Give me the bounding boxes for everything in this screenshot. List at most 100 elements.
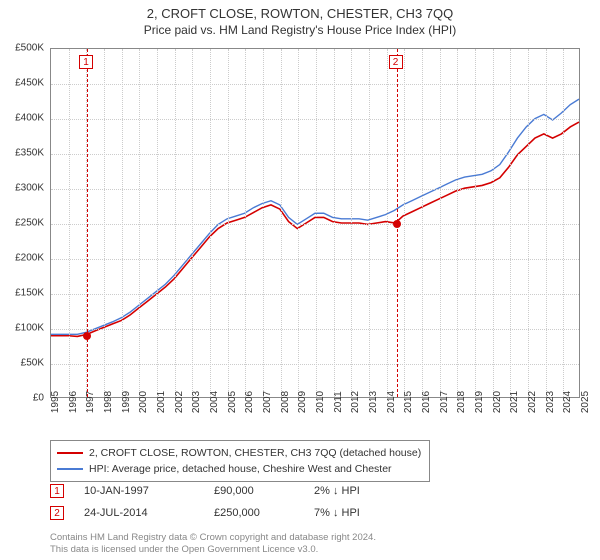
x-axis-label: 1996: [68, 391, 79, 413]
gridline-vertical: [404, 49, 405, 397]
x-axis-label: 2023: [545, 391, 556, 413]
x-axis-label: 2024: [562, 391, 573, 413]
x-axis-label: 2003: [191, 391, 202, 413]
sale-row-number: 2: [50, 506, 64, 520]
sale-marker-dot: [393, 220, 401, 228]
gridline-vertical: [210, 49, 211, 397]
gridline-horizontal: [51, 259, 579, 260]
plot-region: 12: [50, 48, 580, 398]
x-axis-label: 2017: [439, 391, 450, 413]
x-axis-label: 1995: [50, 391, 61, 413]
x-axis-label: 2005: [227, 391, 238, 413]
x-axis-label: 2000: [138, 391, 149, 413]
x-axis-label: 2012: [350, 391, 361, 413]
x-axis-label: 2016: [421, 391, 432, 413]
sale-row-number: 1: [50, 484, 64, 498]
footer-attribution: Contains HM Land Registry data © Crown c…: [50, 532, 376, 556]
x-axis-label: 2004: [209, 391, 220, 413]
x-axis-label: 2018: [456, 391, 467, 413]
gridline-vertical: [546, 49, 547, 397]
sale-marker-dot: [83, 332, 91, 340]
gridline-vertical: [510, 49, 511, 397]
sale-marker-number: 1: [79, 55, 93, 69]
gridline-vertical: [139, 49, 140, 397]
x-axis-label: 2002: [174, 391, 185, 413]
gridline-vertical: [440, 49, 441, 397]
gridline-vertical: [228, 49, 229, 397]
y-axis-label: £300K: [15, 183, 44, 194]
legend-label: 2, CROFT CLOSE, ROWTON, CHESTER, CH3 7QQ…: [89, 447, 421, 459]
gridline-vertical: [475, 49, 476, 397]
gridline-horizontal: [51, 154, 579, 155]
sale-row: 110-JAN-1997£90,0002% ↓ HPI: [50, 484, 570, 498]
legend-swatch: [57, 468, 83, 470]
gridline-horizontal: [51, 224, 579, 225]
gridline-vertical: [175, 49, 176, 397]
x-axis-label: 2021: [509, 391, 520, 413]
gridline-vertical: [69, 49, 70, 397]
footer-line-1: Contains HM Land Registry data © Crown c…: [50, 532, 376, 544]
sale-price: £90,000: [214, 485, 314, 497]
gridline-vertical: [192, 49, 193, 397]
y-axis-label: £200K: [15, 253, 44, 264]
legend-swatch: [57, 452, 83, 454]
gridline-vertical: [351, 49, 352, 397]
sale-row: 2 24-JUL-2014£250,0007% ↓ HPI: [50, 506, 570, 520]
legend-label: HPI: Average price, detached house, Ches…: [89, 463, 392, 475]
gridline-vertical: [157, 49, 158, 397]
gridline-vertical: [104, 49, 105, 397]
gridline-vertical: [493, 49, 494, 397]
y-axis-label: £0: [33, 393, 44, 404]
gridline-vertical: [298, 49, 299, 397]
x-axis-label: 2006: [244, 391, 255, 413]
legend-item: HPI: Average price, detached house, Ches…: [57, 461, 423, 477]
gridline-horizontal: [51, 329, 579, 330]
sale-marker-line: [87, 49, 88, 397]
x-axis-label: 2019: [474, 391, 485, 413]
x-axis-label: 1997: [85, 391, 96, 413]
x-axis-label: 2022: [527, 391, 538, 413]
sale-marker-number: 2: [389, 55, 403, 69]
x-axis-label: 2007: [262, 391, 273, 413]
sale-diff: 2% ↓ HPI: [314, 485, 434, 497]
gridline-horizontal: [51, 189, 579, 190]
gridline-horizontal: [51, 294, 579, 295]
chart-area: 12 £0£50K£100K£150K£200K£250K£300K£350K£…: [50, 48, 580, 398]
sale-diff: 7% ↓ HPI: [314, 507, 434, 519]
gridline-vertical: [122, 49, 123, 397]
y-axis-label: £450K: [15, 78, 44, 89]
chart-title: 2, CROFT CLOSE, ROWTON, CHESTER, CH3 7QQ: [0, 0, 600, 21]
gridline-vertical: [457, 49, 458, 397]
sale-price: £250,000: [214, 507, 314, 519]
x-axis-label: 2008: [280, 391, 291, 413]
y-axis-label: £150K: [15, 288, 44, 299]
x-axis-label: 2015: [403, 391, 414, 413]
gridline-horizontal: [51, 119, 579, 120]
y-axis-label: £500K: [15, 43, 44, 54]
y-axis-label: £100K: [15, 323, 44, 334]
x-axis-label: 2014: [386, 391, 397, 413]
legend-item: 2, CROFT CLOSE, ROWTON, CHESTER, CH3 7QQ…: [57, 445, 423, 461]
gridline-vertical: [369, 49, 370, 397]
gridline-vertical: [281, 49, 282, 397]
gridline-vertical: [263, 49, 264, 397]
gridline-vertical: [528, 49, 529, 397]
gridline-vertical: [316, 49, 317, 397]
gridline-horizontal: [51, 364, 579, 365]
legend: 2, CROFT CLOSE, ROWTON, CHESTER, CH3 7QQ…: [50, 440, 430, 482]
x-axis-label: 2020: [492, 391, 503, 413]
sale-date: 24-JUL-2014: [84, 507, 214, 519]
y-axis-label: £50K: [21, 358, 44, 369]
gridline-vertical: [563, 49, 564, 397]
x-axis-label: 2011: [333, 391, 344, 413]
gridline-horizontal: [51, 84, 579, 85]
x-axis-label: 2010: [315, 391, 326, 413]
gridline-vertical: [334, 49, 335, 397]
x-axis-label: 1998: [103, 391, 114, 413]
x-axis-label: 2009: [297, 391, 308, 413]
gridline-vertical: [387, 49, 388, 397]
x-axis-label: 1999: [121, 391, 132, 413]
gridline-vertical: [245, 49, 246, 397]
line-chart-svg: [51, 49, 579, 397]
x-axis-label: 2013: [368, 391, 379, 413]
